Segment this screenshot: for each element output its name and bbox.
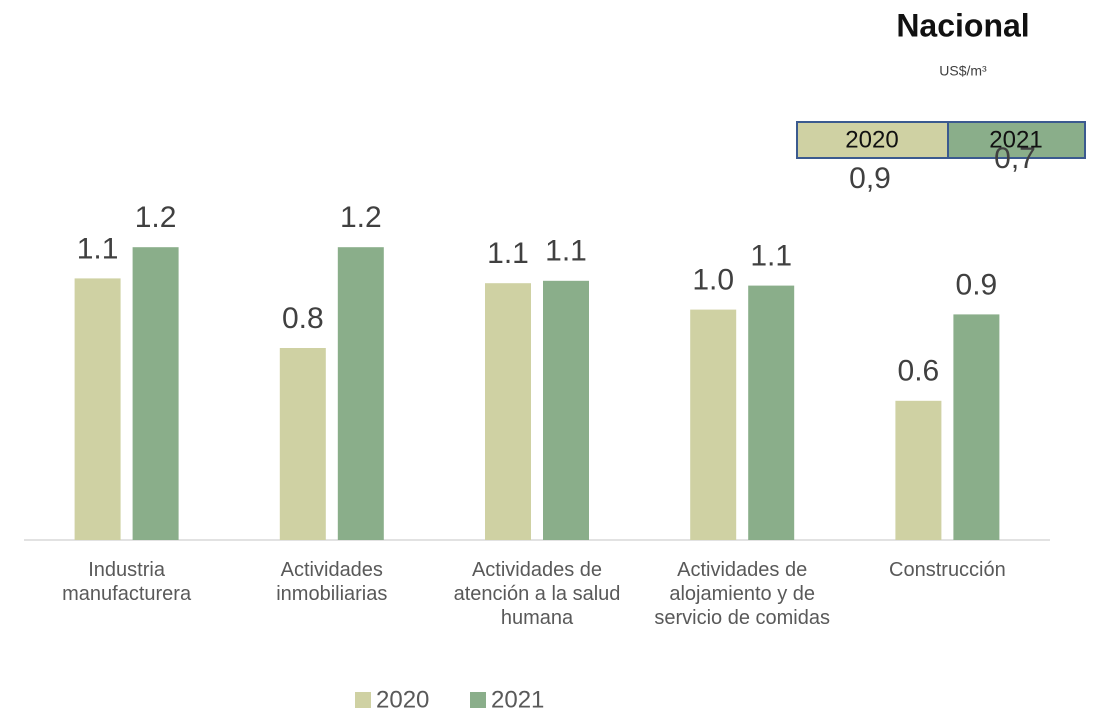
legend-label: 2020 xyxy=(376,686,429,713)
x-tick-label: Industria manufacturera xyxy=(62,559,192,605)
summary-value: 0,7 xyxy=(994,142,1036,175)
bar xyxy=(953,314,1000,540)
data-label: 1.1 xyxy=(545,235,587,268)
summary-header: 2020 xyxy=(845,126,898,153)
bar xyxy=(543,280,589,540)
summary-cell xyxy=(796,121,949,159)
x-tick-label: Actividades de alojamiento y de servicio… xyxy=(654,559,830,629)
data-label: 0.8 xyxy=(282,302,324,335)
summary-header: 2021 xyxy=(989,126,1042,153)
summary-cell xyxy=(947,121,1086,159)
data-label: 1.1 xyxy=(487,237,529,270)
data-label: 1.2 xyxy=(135,201,177,234)
bar xyxy=(337,247,384,540)
x-tick-label: Construcción xyxy=(889,559,1006,581)
bar xyxy=(132,247,179,540)
legend-swatch xyxy=(470,692,486,708)
bar xyxy=(895,400,942,540)
bar xyxy=(74,278,121,540)
summary-title: Nacional xyxy=(896,7,1029,43)
bar xyxy=(690,309,737,540)
data-label: 0.9 xyxy=(956,268,998,301)
bar xyxy=(748,285,795,540)
data-label: 0.6 xyxy=(898,355,940,388)
summary-unit: US$/m³ xyxy=(939,63,987,79)
legend-label: 2021 xyxy=(491,686,544,713)
bar xyxy=(279,348,326,540)
x-tick-label: Actividades de atención a la salud human… xyxy=(453,559,621,629)
data-label: 1.1 xyxy=(77,232,119,265)
data-label: 1.0 xyxy=(692,264,734,297)
bar xyxy=(485,283,531,540)
legend-swatch xyxy=(355,692,371,708)
data-label: 1.1 xyxy=(750,240,792,273)
x-tick-label: Actividades inmobiliarias xyxy=(276,559,388,605)
data-label: 1.2 xyxy=(340,201,382,234)
summary-value: 0,9 xyxy=(849,162,891,195)
